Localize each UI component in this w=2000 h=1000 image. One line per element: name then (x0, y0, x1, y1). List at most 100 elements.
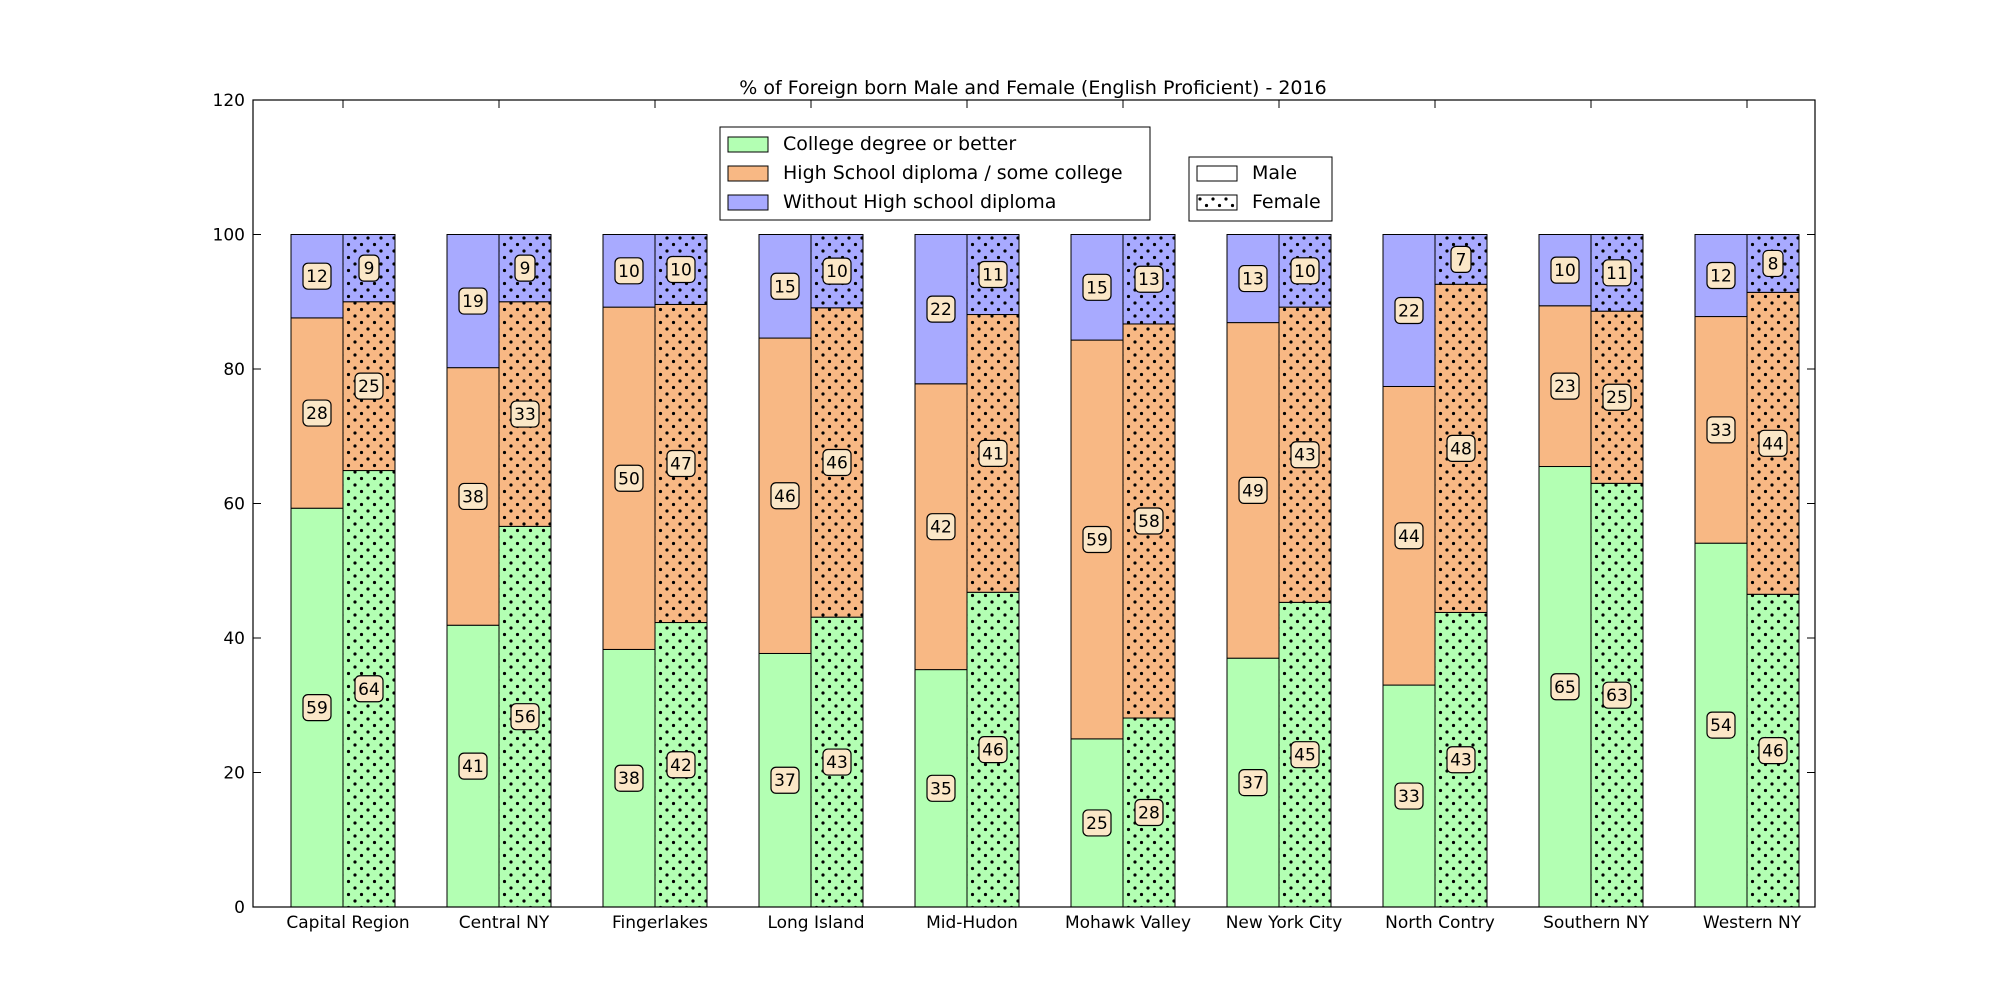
bar-male-capital-region-without-high-school-diploma-label: 12 (306, 267, 328, 287)
bar-male-fingerlakes-without-high-school-diploma-label: 10 (618, 262, 640, 282)
y-tick-label-120: 120 (213, 91, 245, 111)
bar-male-capital-region-college-degree-or-better-label: 59 (306, 699, 328, 719)
bar-female-new-york-city-high-school-diploma-some-college-label-box (1290, 441, 1320, 469)
bar-female-central-ny-college-degree-or-better-label: 56 (514, 708, 536, 728)
bar-female-capital-region-college-degree-or-better-label-box (354, 675, 384, 703)
bar-female-mohawk-valley-without-high-school-diploma-label: 13 (1138, 270, 1160, 290)
y-tick-label-60: 60 (223, 495, 245, 515)
bar-male-mohawk-valley-college-degree-or-better-label: 25 (1086, 814, 1108, 834)
bar-male-mohawk-valley-high-school-diploma-some-college-label-box (1082, 525, 1112, 554)
bar-male-mohawk-valley-high-school-diploma-some-college-label: 59 (1086, 530, 1108, 550)
bar-male-mid-hudon-high-school-diploma-some-college-label-box (926, 513, 956, 541)
bar-male-central-ny-college-degree-or-better-label: 41 (462, 757, 484, 777)
bar-male-capital-region-high-school-diploma-some-college-label: 28 (306, 404, 328, 424)
x-tick-label-central-ny: Central NY (459, 913, 550, 933)
bar-male-mohawk-valley-without-high-school-diploma-label: 15 (1086, 278, 1108, 298)
bar-female-capital-region-without-high-school-diploma-label: 9 (364, 259, 375, 279)
bar-female-north-contry-without-high-school-diploma-label-box (1450, 245, 1472, 273)
bar-female-north-contry-without-high-school-diploma-label: 7 (1456, 250, 1467, 270)
bar-female-capital-region-without-high-school-diploma-label-box (358, 254, 380, 282)
bar-male-new-york-city-without-high-school-diploma-label-box (1238, 264, 1268, 293)
bar-female-southern-ny-without-high-school-diploma-outline (1590, 234, 1644, 312)
bar-male-long-island-high-school-diploma-some-college-label-box (770, 482, 800, 510)
bar-female-central-ny-without-high-school-diploma-outline (498, 234, 552, 303)
bar-female-new-york-city-high-school-diploma-some-college-label: 43 (1294, 446, 1316, 466)
bar-female-mohawk-valley-college-degree-or-better-label: 28 (1138, 804, 1160, 824)
legend-gender: Male Female (1188, 156, 1333, 222)
legend-label-without: Without High school diploma (783, 191, 1056, 213)
bar-male-fingerlakes-college-degree-or-better-label-box (614, 764, 644, 792)
bar-female-long-island-high-school-diploma-some-college-label: 46 (826, 453, 848, 473)
bar-female-central-ny-high-school-diploma-some-college-label-box (510, 400, 540, 428)
bar-male-fingerlakes-without-high-school-diploma-label-box (614, 257, 644, 285)
bar-male-central-ny-college-degree-or-better-label-box (458, 752, 488, 780)
bar-male-new-york-city-high-school-diploma-some-college-label-box (1238, 476, 1268, 504)
bar-female-mid-hudon-college-degree-or-better-label: 46 (982, 741, 1004, 761)
bar-female-north-contry-college-degree-or-better-label: 43 (1450, 751, 1472, 771)
bar-male-mohawk-valley-college-degree-or-better-label-box (1082, 809, 1112, 837)
bar-male-southern-ny-high-school-diploma-some-college-label: 23 (1554, 377, 1576, 397)
bar-male-central-ny-without-high-school-diploma-label: 19 (462, 292, 484, 312)
bar-female-fingerlakes-high-school-diploma-some-college-label: 47 (670, 454, 692, 474)
legend-education: College degree or better High School dip… (719, 126, 1151, 221)
x-tick-label-fingerlakes: Fingerlakes (612, 913, 708, 933)
bar-male-southern-ny-high-school-diploma-some-college-label-box (1550, 372, 1580, 400)
x-tick-label-southern-ny: Southern NY (1543, 913, 1649, 933)
bar-female-north-contry-high-school-diploma-some-college-label: 48 (1450, 439, 1472, 459)
bar-female-long-island-without-high-school-diploma-label: 10 (826, 262, 848, 282)
bar-female-central-ny-high-school-diploma-some-college-label: 33 (514, 405, 536, 425)
x-tick-label-western-ny: Western NY (1703, 913, 1802, 933)
bar-female-western-ny-without-high-school-diploma-label: 8 (1768, 254, 1779, 274)
bar-male-fingerlakes-high-school-diploma-some-college-label-box (614, 464, 644, 492)
bar-male-fingerlakes-college-degree-or-better-label: 38 (618, 769, 640, 789)
bar-female-mid-hudon-college-degree-or-better-label-box (978, 736, 1008, 764)
bar-female-western-ny-college-degree-or-better-label-box (1758, 737, 1788, 765)
bar-male-mid-hudon-without-high-school-diploma-label-box (926, 295, 956, 323)
bar-female-central-ny-college-degree-or-better-label-box (510, 703, 540, 731)
bar-male-capital-region-college-degree-or-better-label-box (302, 694, 332, 722)
bar-male-mid-hudon-without-high-school-diploma-label: 22 (930, 300, 952, 320)
y-tick-label-100: 100 (213, 226, 245, 246)
bar-female-capital-region-high-school-diploma-some-college-label: 25 (358, 377, 380, 397)
x-axis: Capital Region Central NY Fingerlakes Long … (286, 100, 1802, 933)
legend-swatch-highschool (727, 165, 769, 182)
bar-male-new-york-city-high-school-diploma-some-college-label: 49 (1242, 481, 1264, 501)
bar-female-western-ny-high-school-diploma-some-college-label-box (1758, 429, 1788, 457)
bar-female-new-york-city-without-high-school-diploma-outline (1278, 234, 1332, 308)
bar-female-long-island-without-high-school-diploma-label-box (822, 257, 852, 285)
bar-male-southern-ny-college-degree-or-better-label-box (1550, 673, 1580, 701)
bar-female-capital-region-high-school-diploma-some-college-label-box (354, 372, 384, 400)
y-tick-label-80: 80 (223, 360, 245, 380)
bar-male-mid-hudon-college-degree-or-better-label-box (926, 774, 956, 802)
bar-female-capital-region-without-high-school-diploma-outline (342, 234, 396, 303)
plot-area: 59 28 12 64 25 9 41 38 19 56 33 9 38 50 10 42 47 10 37 46 15… (290, 234, 1800, 908)
bar-female-western-ny-high-school-diploma-some-college-label: 44 (1762, 434, 1784, 454)
legend-swatch-college (727, 136, 769, 153)
bar-female-long-island-without-high-school-diploma-outline (810, 234, 864, 309)
bar-female-new-york-city-college-degree-or-better-label-box (1290, 741, 1320, 769)
x-tick-label-mid-hudon: Mid-Hudon (926, 913, 1018, 933)
bar-male-southern-ny-college-degree-or-better-label: 65 (1554, 678, 1576, 698)
bar-female-north-contry-high-school-diploma-some-college-label-box (1446, 434, 1476, 462)
bar-female-new-york-city-college-degree-or-better-label: 45 (1294, 746, 1316, 766)
bar-male-new-york-city-college-degree-or-better-label: 37 (1242, 774, 1264, 794)
bar-female-southern-ny-without-high-school-diploma-label-box (1602, 259, 1632, 287)
bar-female-fingerlakes-without-high-school-diploma-outline (654, 234, 708, 305)
x-tick-label-north-contry: North Contry (1385, 913, 1495, 933)
bar-female-central-ny-without-high-school-diploma-label-box (514, 254, 536, 282)
bar-female-new-york-city-without-high-school-diploma-label-box (1290, 257, 1320, 285)
bar-male-long-island-without-high-school-diploma-label: 15 (774, 277, 796, 297)
bar-male-mohawk-valley-without-high-school-diploma-label-box (1082, 273, 1112, 301)
x-tick-label-mohawk-valley: Mohawk Valley (1065, 913, 1191, 933)
bar-male-western-ny-high-school-diploma-some-college-label: 33 (1710, 421, 1732, 441)
bar-male-fingerlakes-high-school-diploma-some-college-label: 50 (618, 469, 640, 489)
bar-female-mohawk-valley-high-school-diploma-some-college-label: 58 (1138, 512, 1160, 532)
bar-male-new-york-city-college-degree-or-better-label-box (1238, 768, 1268, 797)
bar-female-western-ny-college-degree-or-better-label: 46 (1762, 742, 1784, 762)
bar-female-mid-hudon-without-high-school-diploma-label: 11 (982, 266, 1004, 286)
bar-female-mohawk-valley-without-high-school-diploma-label-box (1134, 265, 1164, 293)
bar-female-fingerlakes-high-school-diploma-some-college-label-box (666, 449, 696, 478)
bar-male-north-contry-high-school-diploma-some-college-label-box (1394, 522, 1424, 550)
bar-male-western-ny-college-degree-or-better-label-box (1706, 711, 1736, 739)
bar-female-fingerlakes-without-high-school-diploma-label-box (666, 255, 696, 284)
